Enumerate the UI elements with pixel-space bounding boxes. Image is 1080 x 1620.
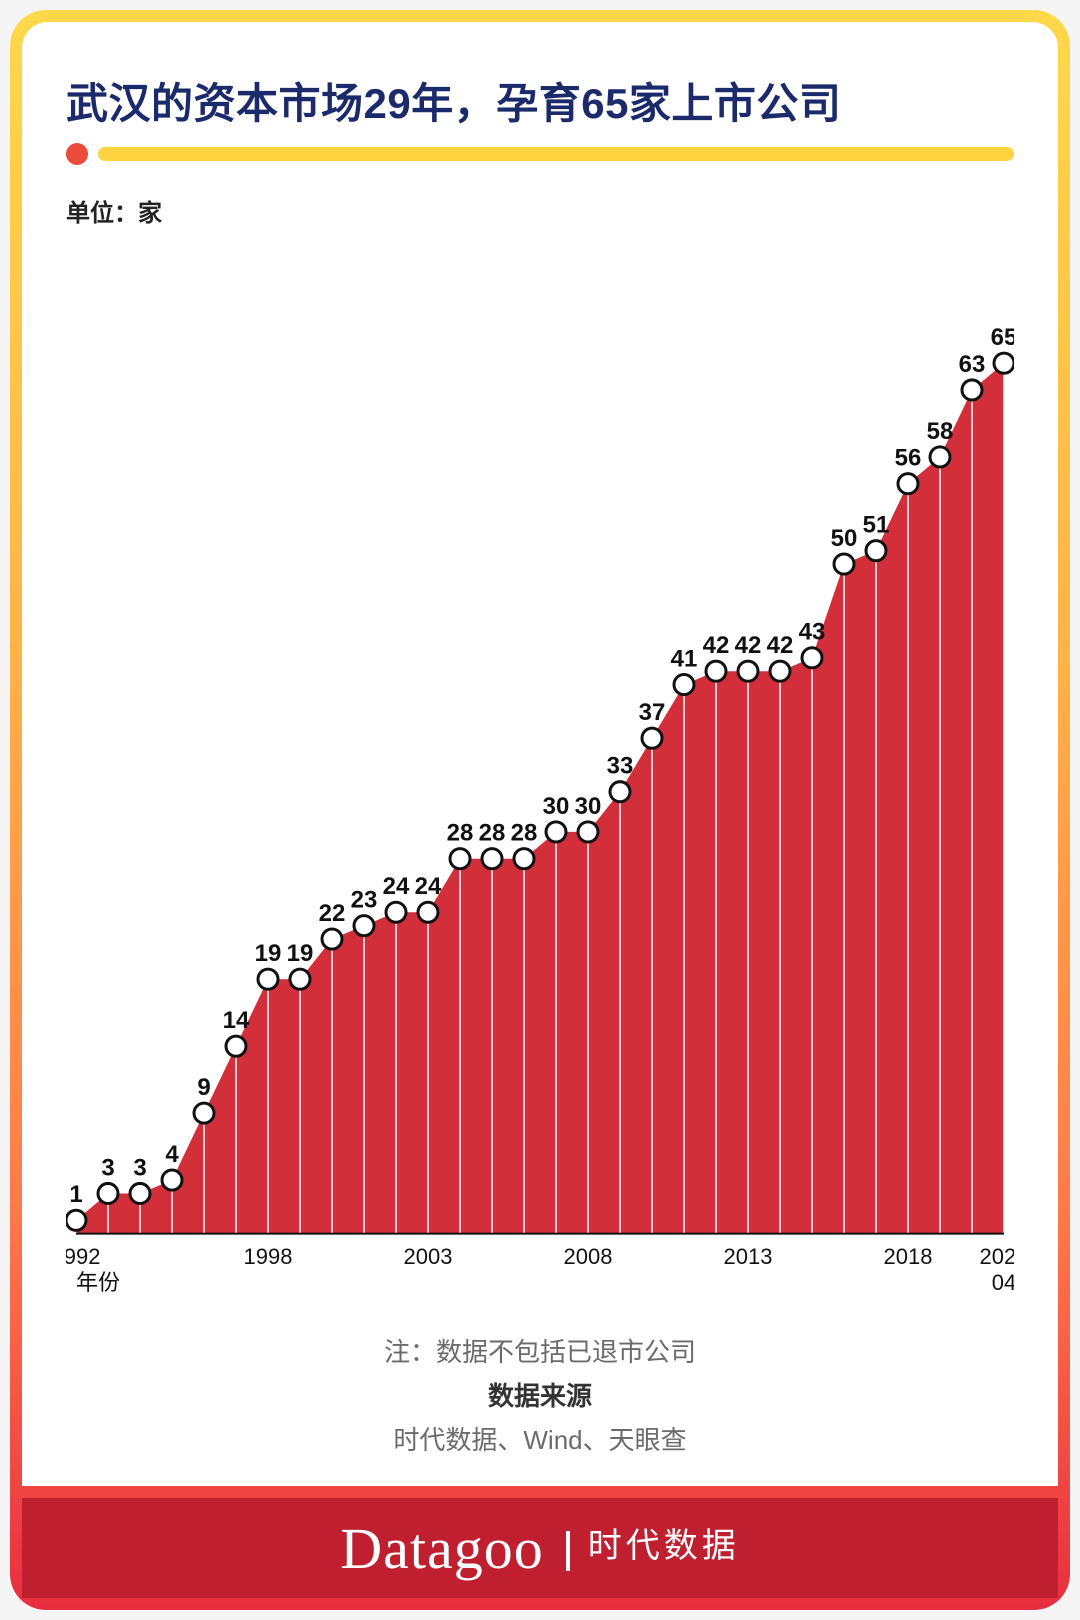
svg-text:23: 23 <box>351 887 378 914</box>
svg-text:56: 56 <box>895 445 922 472</box>
chart-title: 武汉的资本市场29年，孕育65家上市公司 <box>66 70 1014 131</box>
svg-text:41: 41 <box>671 645 698 672</box>
svg-text:43: 43 <box>799 619 826 646</box>
svg-text:4: 4 <box>165 1141 179 1168</box>
brand-logo-en: Datagoo <box>340 1515 544 1582</box>
svg-text:30: 30 <box>575 793 602 820</box>
svg-text:04: 04 <box>992 1270 1014 1295</box>
svg-text:1992: 1992 <box>66 1244 100 1269</box>
svg-text:28: 28 <box>479 820 506 847</box>
svg-text:65: 65 <box>991 324 1014 351</box>
svg-text:1998: 1998 <box>244 1244 293 1269</box>
svg-text:51: 51 <box>863 512 890 539</box>
brand-logo-cn: 时代数据 <box>588 1518 740 1567</box>
svg-text:22: 22 <box>319 900 346 927</box>
underline-bar <box>98 147 1014 161</box>
underline-dot-icon <box>66 143 88 165</box>
source-list: 时代数据、Wind、天眼查 <box>66 1418 1014 1462</box>
unit-label: 单位：家 <box>66 193 1014 228</box>
svg-text:37: 37 <box>639 699 666 726</box>
svg-text:1: 1 <box>69 1181 82 1208</box>
svg-text:28: 28 <box>511 820 538 847</box>
svg-text:19: 19 <box>255 940 282 967</box>
svg-text:年份: 年份 <box>76 1270 120 1295</box>
svg-text:24: 24 <box>383 873 410 900</box>
svg-text:14: 14 <box>223 1007 250 1034</box>
area-chart: 1334914191922232424282828303033374142424… <box>66 246 1014 1304</box>
infographic-card: 武汉的资本市场29年，孕育65家上市公司 单位：家 13349141919222… <box>10 10 1070 1610</box>
svg-text:2003: 2003 <box>404 1244 453 1269</box>
svg-text:50: 50 <box>831 525 858 552</box>
title-underline <box>66 143 1014 165</box>
footer-brand-band: Datagoo 时代数据 <box>22 1498 1058 1598</box>
source-title: 数据来源 <box>66 1374 1014 1418</box>
svg-text:19: 19 <box>287 940 314 967</box>
svg-text:24: 24 <box>415 873 442 900</box>
svg-text:28: 28 <box>447 820 474 847</box>
svg-text:2008: 2008 <box>564 1244 613 1269</box>
svg-text:42: 42 <box>703 632 730 659</box>
svg-text:33: 33 <box>607 753 634 780</box>
svg-text:2018: 2018 <box>884 1244 933 1269</box>
svg-text:3: 3 <box>133 1154 146 1181</box>
svg-text:63: 63 <box>959 351 986 378</box>
svg-text:30: 30 <box>543 793 570 820</box>
svg-text:2021: 2021 <box>980 1244 1014 1269</box>
svg-text:9: 9 <box>197 1074 210 1101</box>
svg-text:42: 42 <box>767 632 794 659</box>
note-disclaimer: 注：数据不包括已退市公司 <box>66 1330 1014 1374</box>
brand-separator-icon <box>566 1531 570 1571</box>
inner-panel: 武汉的资本市场29年，孕育65家上市公司 单位：家 13349141919222… <box>22 22 1058 1486</box>
svg-text:2013: 2013 <box>724 1244 773 1269</box>
svg-text:3: 3 <box>101 1154 114 1181</box>
svg-text:42: 42 <box>735 632 762 659</box>
svg-text:58: 58 <box>927 418 954 445</box>
chart-notes: 注：数据不包括已退市公司 数据来源 时代数据、Wind、天眼查 <box>66 1330 1014 1463</box>
